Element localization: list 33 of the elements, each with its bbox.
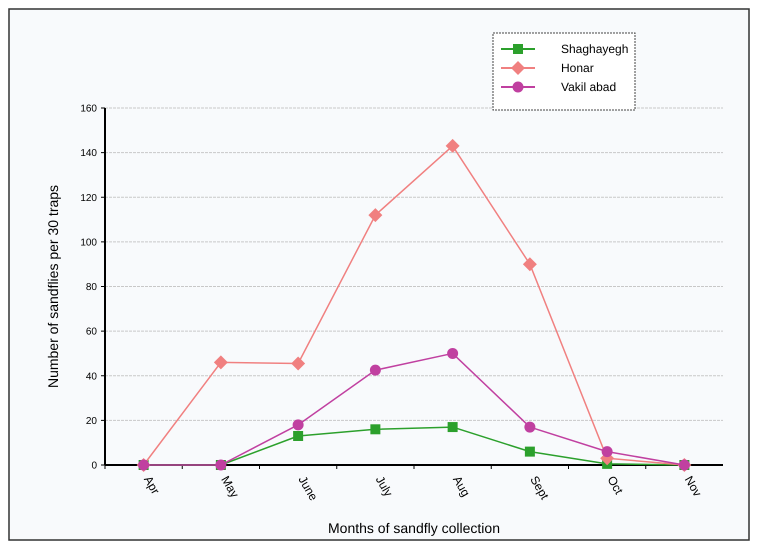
point bbox=[293, 430, 304, 441]
point bbox=[292, 419, 304, 430]
y-tick-label: 160 bbox=[80, 104, 98, 114]
y-tick-label: 140 bbox=[80, 148, 98, 160]
y-tick-label: 0 bbox=[91, 460, 98, 472]
point bbox=[447, 348, 458, 359]
point bbox=[446, 138, 460, 153]
legend-label: Honar bbox=[561, 61, 594, 76]
x-tick-label: July bbox=[372, 474, 396, 499]
point bbox=[368, 208, 382, 222]
x-tick-label: Nov bbox=[682, 474, 705, 499]
y-axis-title: Number of sandflies per 30 traps bbox=[45, 184, 61, 388]
point bbox=[524, 422, 536, 433]
y-tick-label: 100 bbox=[80, 237, 98, 248]
point bbox=[522, 257, 537, 272]
x-axis-title: Months of sandfly collection bbox=[328, 520, 500, 536]
y-tick-label: 120 bbox=[80, 192, 98, 204]
x-tick-label: Oct bbox=[604, 474, 626, 498]
point bbox=[524, 446, 535, 457]
y-tick-label: 40 bbox=[86, 371, 98, 382]
point bbox=[448, 422, 458, 432]
point bbox=[370, 364, 381, 376]
point bbox=[602, 446, 613, 458]
y-tick-label: 20 bbox=[86, 416, 98, 427]
y-tick-label: 60 bbox=[86, 326, 98, 338]
x-tick-label: Aug bbox=[450, 474, 473, 499]
legend-label: Shaghayegh bbox=[561, 42, 628, 56]
y-tick-label: 80 bbox=[86, 282, 98, 293]
point bbox=[370, 424, 380, 434]
x-tick-label: Apr bbox=[141, 474, 162, 497]
legend-label: Vakil abad bbox=[561, 80, 616, 94]
point bbox=[214, 355, 228, 370]
point bbox=[291, 356, 306, 370]
